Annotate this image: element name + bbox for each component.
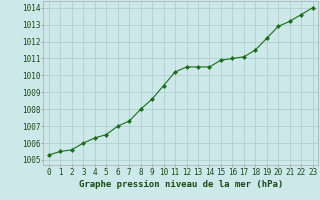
X-axis label: Graphe pression niveau de la mer (hPa): Graphe pression niveau de la mer (hPa) [79,180,283,189]
